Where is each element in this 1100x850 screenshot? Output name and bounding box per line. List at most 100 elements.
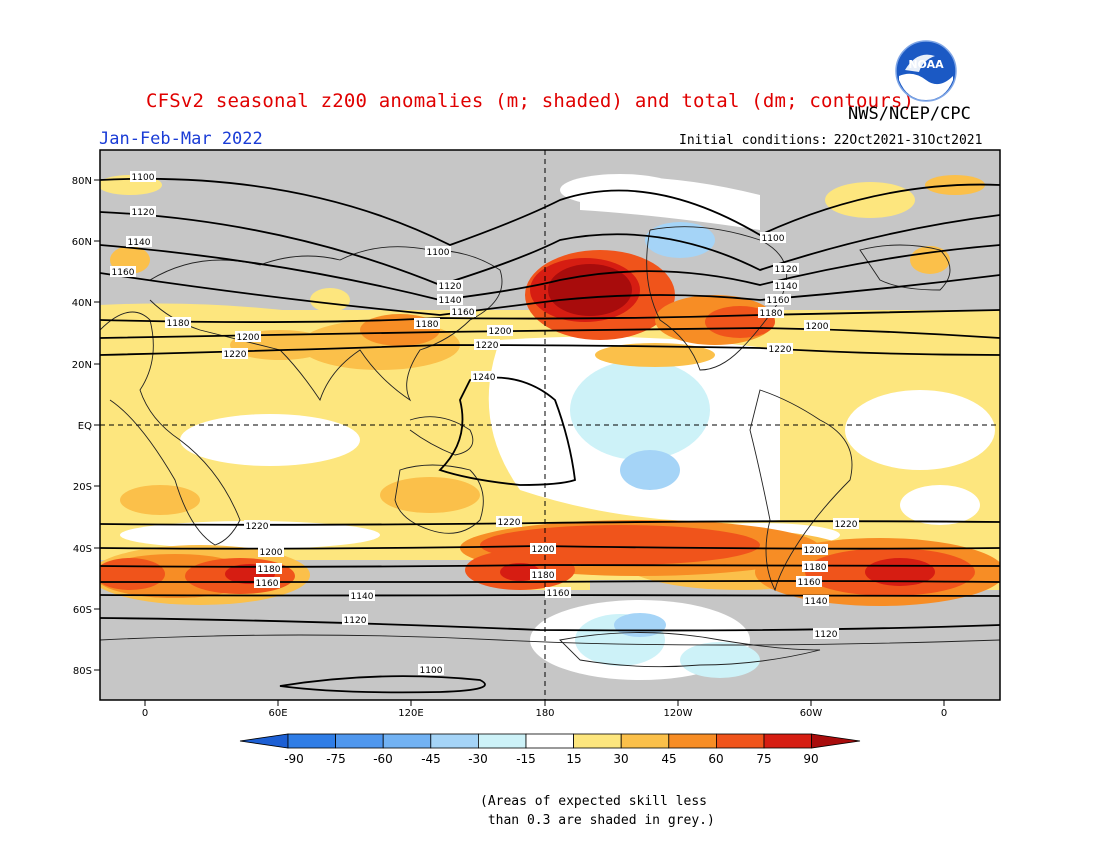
shading-layer	[100, 150, 1000, 700]
contour-label: 1140	[349, 590, 375, 602]
svg-text:1180: 1180	[804, 563, 827, 573]
contour-label: 1160	[110, 266, 136, 278]
contour-label: 1220	[767, 343, 793, 355]
lon-label: 120W	[664, 708, 693, 719]
contour-label: 1120	[130, 206, 156, 218]
colorbar-tick: 30	[613, 752, 628, 766]
svg-text:1160: 1160	[547, 589, 570, 599]
svg-text:1120: 1120	[439, 282, 462, 292]
colorbar-tick: 15	[566, 752, 581, 766]
contour-label: 1140	[803, 595, 829, 607]
contour-label: 1180	[758, 307, 784, 319]
svg-text:1160: 1160	[452, 308, 475, 318]
colorbar-tick: -60	[373, 752, 393, 766]
contour-label: 1140	[437, 294, 463, 306]
skill-note: (Areas of expected skill less than 0.3 a…	[480, 794, 715, 828]
svg-text:1100: 1100	[427, 248, 450, 258]
initial-conditions-value: 22Oct2021-31Oct2021	[833, 133, 983, 148]
noaa-logo-text: NOAA	[908, 58, 944, 71]
forecast-period: Jan-Feb-Mar 2022	[99, 129, 263, 149]
svg-text:1140: 1140	[805, 597, 828, 607]
lat-label: EQ	[78, 421, 92, 432]
contour-1240	[438, 376, 576, 486]
contour-1100-south	[279, 675, 486, 694]
svg-text:1200: 1200	[806, 322, 829, 332]
svg-text:1160: 1160	[256, 579, 279, 589]
axis-ticks	[94, 179, 945, 706]
svg-text:1100: 1100	[420, 666, 443, 676]
colorbar-min-arrow	[239, 733, 289, 749]
svg-text:1140: 1140	[439, 296, 462, 306]
chart-title: CFSv2 seasonal z200 anomalies (m; shaded…	[146, 90, 915, 112]
colorbar-tick: -15	[516, 752, 536, 766]
colorbar-cell	[287, 733, 336, 749]
contour-label: 1200	[802, 544, 828, 556]
svg-text:1120: 1120	[132, 208, 155, 218]
contour-label: 1200	[258, 546, 284, 558]
contours	[100, 177, 1000, 694]
colorbar-tick: -75	[326, 752, 346, 766]
contour-label: 1180	[414, 318, 440, 330]
indonesia-coast	[409, 416, 474, 456]
contour-label: 1180	[165, 317, 191, 329]
contour-label: 1140	[773, 280, 799, 292]
contour-label: 1100	[760, 232, 786, 244]
svg-text:1140: 1140	[351, 592, 374, 602]
contour-label: 1220	[474, 339, 500, 351]
colorbar-cell	[620, 733, 670, 749]
svg-text:1180: 1180	[416, 320, 439, 330]
svg-text:1200: 1200	[237, 333, 260, 343]
svg-text:1240: 1240	[473, 373, 496, 383]
contour-label: 1100	[418, 664, 444, 676]
svg-text:1100: 1100	[762, 234, 785, 244]
contour-label: 1140	[126, 236, 152, 248]
colorbar-tick: -45	[421, 752, 441, 766]
contour-label: 1220	[496, 516, 522, 528]
contour-1140	[100, 244, 1000, 301]
svg-text:1180: 1180	[167, 319, 190, 329]
colorbar-cell	[525, 733, 574, 749]
lat-label: 40S	[73, 544, 92, 555]
svg-text:1220: 1220	[769, 345, 792, 355]
contour-label: 1220	[222, 348, 248, 360]
colorbar-tick: -30	[468, 752, 488, 766]
contour-label: 1180	[802, 561, 828, 573]
svg-text:1120: 1120	[815, 630, 838, 640]
lat-label: 80S	[73, 666, 92, 677]
contour-1220-south	[100, 520, 1000, 526]
svg-text:1180: 1180	[258, 565, 281, 575]
svg-text:1160: 1160	[112, 268, 135, 278]
contour-label: 1220	[833, 518, 859, 530]
contour-label: 1120	[437, 280, 463, 292]
longitude-labels: 0 60E 120E 180 120W 60W 0	[142, 708, 947, 719]
contour-1160-south	[100, 580, 1000, 583]
svg-text:1220: 1220	[835, 520, 858, 530]
contour-labels: 1100 1120 1140 1160 1180 1200 1220 1100 …	[110, 171, 859, 676]
africa-coast	[100, 311, 241, 546]
south-america-coast	[749, 389, 853, 592]
contour-1220-north	[100, 344, 1000, 356]
svg-text:1180: 1180	[532, 571, 555, 581]
contour-label: 1200	[530, 543, 556, 555]
contour-label: 1120	[773, 263, 799, 275]
svg-text:1120: 1120	[344, 616, 367, 626]
svg-text:1160: 1160	[767, 296, 790, 306]
lon-label: 0	[142, 708, 148, 719]
colorbar-cell	[430, 733, 479, 749]
colorbar-cell	[382, 733, 432, 749]
contour-label: 1200	[235, 331, 261, 343]
lat-label: 60S	[73, 605, 92, 616]
svg-text:1160: 1160	[798, 578, 821, 588]
contour-label: 1180	[530, 569, 556, 581]
colorbar-tick: -90	[284, 752, 304, 766]
colorbar-cell	[716, 733, 765, 749]
colorbar-cell	[668, 733, 717, 749]
svg-text:1200: 1200	[804, 546, 827, 556]
svg-text:1180: 1180	[760, 309, 783, 319]
antarctic-peninsula-coast	[559, 632, 821, 668]
contour-1180	[100, 309, 1000, 323]
coastlines	[100, 226, 1000, 668]
initial-conditions: Initial conditions: 22Oct2021-31Oct2021	[673, 133, 982, 148]
svg-text:1220: 1220	[246, 522, 269, 532]
